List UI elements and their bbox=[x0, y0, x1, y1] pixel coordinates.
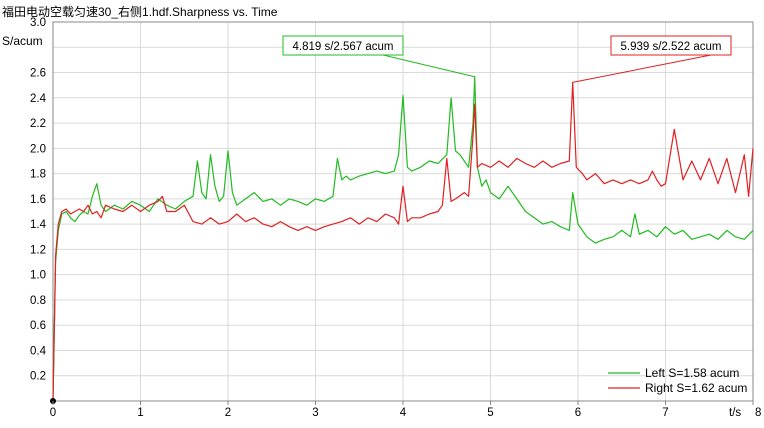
chart-title: 福田电动空载匀速30_右侧1.hdf.Sharpness vs. Time bbox=[2, 5, 278, 19]
legend-entry: Left S=1.58 acum bbox=[645, 366, 739, 380]
tick-layer: 0 1 2 3 4 5 6 7 8 t/s 0.2 0.4 0.6 0.8 1.0 1.2 1.4 1.6 1.8 2… bbox=[30, 17, 761, 419]
annotation-layer: 4.819 s/2.567 acum 5.939 s/2.522 acum bbox=[282, 35, 732, 83]
y-tick-label: 1.8 bbox=[30, 169, 46, 181]
series-line-left bbox=[52, 76, 754, 402]
annotation-leader-line bbox=[382, 54, 475, 78]
series-line-right bbox=[52, 81, 754, 402]
y-tick-label: 1.6 bbox=[30, 194, 46, 206]
annotation-label: 4.819 s/2.567 acum bbox=[292, 41, 393, 53]
legend-entry: Right S=1.62 acum bbox=[645, 381, 747, 395]
y-tick-label: 1.0 bbox=[30, 270, 46, 282]
grid-layer bbox=[52, 21, 754, 401]
x-tick-label: 1 bbox=[137, 407, 143, 419]
y-tick-label: 3.0 bbox=[30, 17, 46, 29]
x-tick-label: 3 bbox=[312, 407, 318, 419]
y-tick-label: 0.4 bbox=[30, 345, 47, 357]
annotation-box bbox=[610, 35, 732, 56]
y-tick-label: 0.6 bbox=[30, 320, 46, 332]
y-axis-label: S/acum bbox=[2, 34, 43, 48]
y-tick-label: 2.6 bbox=[30, 68, 46, 80]
x-tick-label: 6 bbox=[575, 407, 581, 419]
annotation-box bbox=[282, 35, 404, 56]
x-tick-label: 4 bbox=[400, 407, 407, 419]
y-tick-label: 2.4 bbox=[30, 93, 47, 105]
y-tick-label: 2.2 bbox=[30, 118, 46, 130]
x-tick-label: 0 bbox=[50, 407, 56, 419]
x-tick-label: 8 bbox=[755, 407, 761, 419]
x-tick-label: 7 bbox=[662, 407, 668, 419]
y-tick-label: 0.2 bbox=[30, 371, 46, 383]
y-tick-label: 0.8 bbox=[30, 295, 46, 307]
x-tick-label: 5 bbox=[487, 407, 493, 419]
y-tick-label: 1.2 bbox=[30, 244, 46, 256]
annotation-leader-line bbox=[572, 54, 712, 83]
x-axis-label: t/s bbox=[729, 407, 741, 419]
y-tick-label: 2.0 bbox=[30, 143, 46, 155]
annotation-label: 5.939 s/2.522 acum bbox=[620, 41, 721, 53]
x-tick-label: 2 bbox=[225, 407, 231, 419]
y-tick-label: 1.4 bbox=[30, 219, 47, 231]
